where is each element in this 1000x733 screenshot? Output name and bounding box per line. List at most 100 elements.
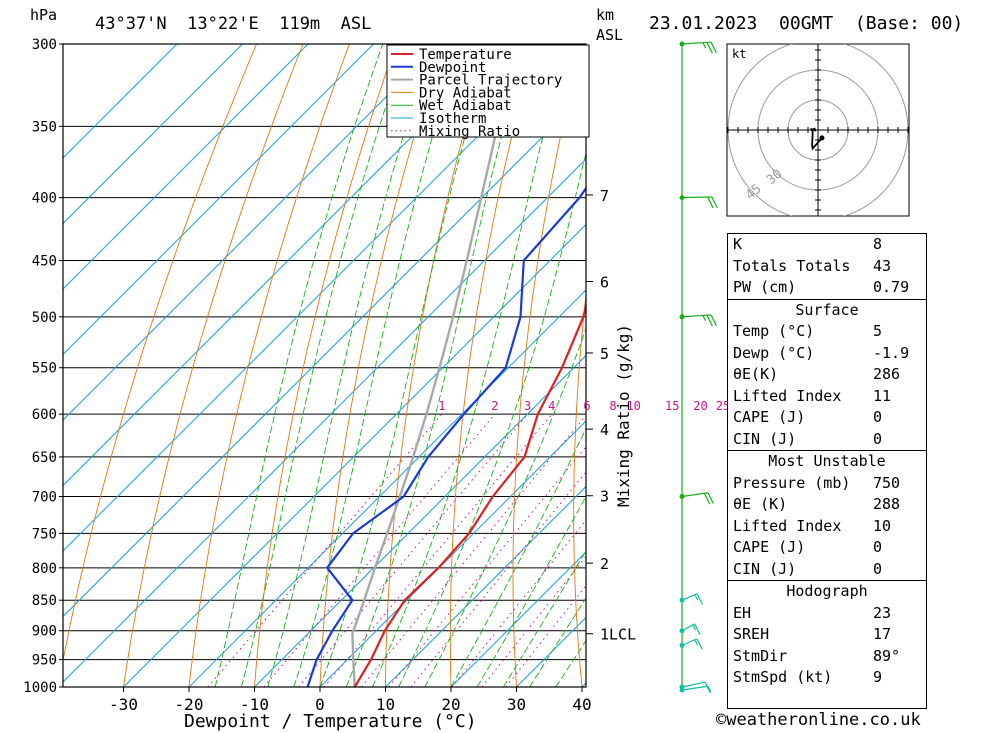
height-unit-km: km <box>596 6 614 24</box>
dry-adiabat-line <box>63 44 257 663</box>
wind-barb <box>679 685 712 693</box>
wind-barb-shaft <box>681 314 712 318</box>
stmspd-row: StmSpd (kt) 9 <box>733 668 883 686</box>
height-tick-label: 1LCL <box>600 626 636 644</box>
isotherm-line <box>63 44 309 290</box>
x-axis-label: Dewpoint / Temperature (°C) <box>184 711 477 732</box>
isotherm-line <box>63 44 374 356</box>
wet-adiabat-line <box>267 44 433 687</box>
mu-pressure-row: Pressure (mb) 750 <box>733 473 901 492</box>
eh-row: EH 23 <box>733 603 892 622</box>
pressure-tick-label: 800 <box>32 561 57 577</box>
mixing-ratio-label: 10 <box>626 399 640 413</box>
mixing-ratio-label: 8 <box>609 399 616 413</box>
legend-label: Dewpoint <box>419 60 486 76</box>
hodograph-header: Hodograph <box>728 580 926 603</box>
pressure-tick-label: 1000 <box>23 680 57 696</box>
wet-adiabat-line <box>398 151 586 687</box>
wind-barb <box>679 492 714 505</box>
pressure-tick-label: 550 <box>32 361 57 377</box>
x-tick-label: 10 <box>376 695 395 714</box>
location-title: 43°37'N 13°22'E 119m ASL <box>95 14 371 34</box>
surface-dewp-row: Dewp (°C) -1.9 <box>733 343 910 362</box>
pressure-tick-label: 400 <box>32 191 57 207</box>
height-tick-label: 7 <box>600 187 609 205</box>
wet-adiabat-line <box>450 427 586 687</box>
wind-barb-shaft <box>681 593 698 601</box>
wind-barb-flag <box>710 314 717 326</box>
legend-label: Mixing Ratio <box>419 124 520 140</box>
mu-theta-row: θE (K) 288 <box>733 495 901 513</box>
pressure-tick-label: 950 <box>32 653 57 669</box>
legend-label: Isotherm <box>419 111 486 127</box>
hodograph-storm-dot <box>819 135 825 141</box>
mixing-ratio-line <box>361 414 586 687</box>
temperature-line <box>353 300 586 687</box>
wet-adiabat-line <box>319 44 492 687</box>
pw-row: PW (cm) 0.79 <box>733 278 910 296</box>
pressure-tick-label: 450 <box>32 254 57 270</box>
wind-barb-flag <box>704 681 711 694</box>
wind-barb-flag <box>707 196 714 209</box>
legend-box <box>386 44 590 138</box>
legend-label: Dry Adiabat <box>419 85 512 101</box>
height-tick-label: 3 <box>600 488 609 506</box>
isotherm-line <box>63 44 505 487</box>
mixing-ratio-label: 2 <box>491 399 498 413</box>
pressure-tick-label: 500 <box>32 310 57 326</box>
mixing-ratio-label: 6 <box>583 399 590 413</box>
mixing-ratio-label: 4 <box>548 399 555 413</box>
totals-totals-row: Totals Totals 43 <box>733 256 892 275</box>
x-tick-label: -30 <box>109 695 138 714</box>
dry-adiabat-line <box>123 44 304 687</box>
pressure-tick-label: 700 <box>32 490 57 506</box>
x-tick-label: 30 <box>507 695 526 714</box>
height-tick-label: 5 <box>600 345 609 363</box>
hodograph-inner <box>727 44 909 216</box>
datetime-title: 23.01.2023 00GMT (Base: 00) <box>649 13 963 34</box>
hodograph-unit: kt <box>732 47 746 61</box>
pressure-tick-label: 900 <box>32 624 57 640</box>
isotherm-line <box>63 44 243 225</box>
legend-label: Parcel Trajectory <box>419 73 562 89</box>
wind-barb-flag <box>696 593 703 605</box>
isotherm-line <box>63 92 586 618</box>
wet-adiabat-line <box>476 495 586 687</box>
wind-barb-flag <box>710 41 717 54</box>
axis-labels: 3003504004505005506006507007508008509009… <box>23 37 730 714</box>
pressure-tick-label: 650 <box>32 450 57 466</box>
plot-frame <box>59 43 593 692</box>
wind-barb-shaft <box>681 685 709 691</box>
parcel-trajectory-line <box>351 44 519 687</box>
mixing-ratio-label: 15 <box>665 399 679 413</box>
wet-adiabat-line <box>345 44 527 687</box>
wet-adiabat-line <box>214 44 384 687</box>
wind-barbs <box>679 41 718 694</box>
stmdir-row: StmDir 89° <box>733 646 901 665</box>
isotherm-line <box>450 551 586 687</box>
dry-adiabat-line <box>951 44 1000 687</box>
isotherm-line <box>254 354 586 687</box>
wind-barb-flag <box>702 315 707 322</box>
wind-barb-flag <box>694 639 699 646</box>
wind-barb-flag <box>703 493 711 505</box>
surface-temp-row: Temp (°C) 5 <box>733 322 883 340</box>
height-unit-asl: ASL <box>596 26 623 44</box>
wind-barb-shaft <box>681 638 698 646</box>
wet-adiabat-line <box>424 327 586 687</box>
mixing-ratio-line <box>451 519 586 687</box>
dry-adiabat-line <box>385 44 490 687</box>
x-tick-label: -10 <box>240 695 269 714</box>
mixing-ratio-line <box>298 413 529 687</box>
mixing-ratio-line <box>323 413 553 687</box>
dry-adiabat-line <box>512 44 583 687</box>
wind-barb-flag <box>692 624 697 631</box>
wind-barb-flag <box>694 623 701 636</box>
mu-cin-row: CIN (J) 0 <box>733 559 883 578</box>
wind-barb-shaft <box>681 492 709 498</box>
most-unstable-header: Most Unstable <box>728 450 926 473</box>
dry-adiabat-line <box>319 44 443 687</box>
plot-border <box>62 43 587 688</box>
